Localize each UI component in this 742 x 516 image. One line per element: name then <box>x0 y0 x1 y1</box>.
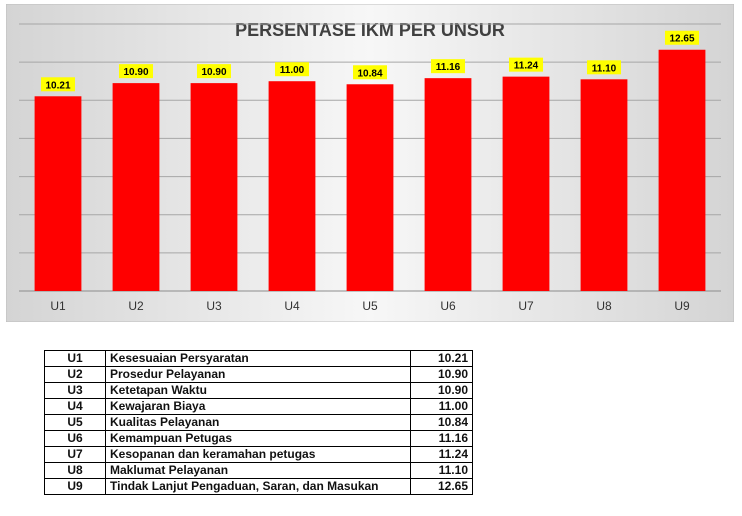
x-tick-u4: U4 <box>284 299 300 313</box>
row-name: Maklumat Pelayanan <box>105 462 411 479</box>
data-label-u5: 10.84 <box>357 68 382 79</box>
table-row: U5 Kualitas Pelayanan 10.84 <box>44 414 473 431</box>
data-label-u4: 11.00 <box>280 65 305 76</box>
row-value: 10.84 <box>410 414 473 431</box>
row-code: U4 <box>44 398 106 415</box>
chart-panel: PERSENTASE IKM PER UNSUR 10.21 10.90 10.90… <box>6 4 734 322</box>
data-label-background <box>119 64 153 79</box>
row-name: Kemampuan Petugas <box>105 430 411 447</box>
data-label-u6: 11.16 <box>436 62 461 73</box>
bar-u4 <box>268 81 316 291</box>
data-label-u7: 11.24 <box>514 61 539 72</box>
bar-u2 <box>112 83 160 291</box>
data-label-u1: 10.21 <box>45 80 70 91</box>
data-label-background <box>509 57 543 72</box>
row-name: Kualitas Pelayanan <box>105 414 411 431</box>
x-tick-u8: U8 <box>596 299 612 313</box>
row-code: U7 <box>44 446 106 463</box>
row-name: Kesopanan dan keramahan petugas <box>105 446 411 463</box>
x-tick-u3: U3 <box>206 299 222 313</box>
table-row: U4 Kewajaran Biaya 11.00 <box>44 398 473 415</box>
row-value: 11.10 <box>410 462 473 479</box>
table-row: U3 Ketetapan Waktu 10.90 <box>44 382 473 399</box>
bar-chart: PERSENTASE IKM PER UNSUR 10.21 10.90 10.90… <box>6 4 734 322</box>
x-tick-u5: U5 <box>362 299 378 313</box>
row-value: 10.90 <box>410 366 473 383</box>
table-row: U2 Prosedur Pelayanan 10.90 <box>44 366 473 383</box>
data-label-background <box>353 65 387 80</box>
row-value: 10.90 <box>410 382 473 399</box>
data-label-u3: 10.90 <box>201 67 226 78</box>
row-value: 12.65 <box>410 478 473 495</box>
x-tick-u6: U6 <box>440 299 456 313</box>
data-label-u2: 10.90 <box>123 67 148 78</box>
bar-u3 <box>190 83 238 291</box>
row-code: U5 <box>44 414 106 431</box>
data-label-background <box>431 59 465 74</box>
unsur-table: U1 Kesesuaian Persyaratan 10.21 U2 Prosedur … <box>44 350 473 495</box>
data-label-background <box>41 77 75 92</box>
table-row: U8 Maklumat Pelayanan 11.10 <box>44 462 473 479</box>
bar-u7 <box>502 76 550 291</box>
row-name: Tindak Lanjut Pengaduan, Saran, dan Masu… <box>105 478 411 495</box>
row-name: Kewajaran Biaya <box>105 398 411 415</box>
row-code: U2 <box>44 366 106 383</box>
bars <box>34 49 706 291</box>
row-value: 11.16 <box>410 430 473 447</box>
row-name: Kesesuaian Persyaratan <box>105 350 411 367</box>
bar-u8 <box>580 79 628 291</box>
row-code: U8 <box>44 462 106 479</box>
table-row: U1 Kesesuaian Persyaratan 10.21 <box>44 350 473 367</box>
data-label-u9: 12.65 <box>669 34 694 45</box>
x-tick-u9: U9 <box>674 299 690 313</box>
row-name: Prosedur Pelayanan <box>105 366 411 383</box>
x-tick-labels: U1 U2 U3 U4 U5 U6 U7 U8 U9 <box>50 299 690 313</box>
table-row: U6 Kemampuan Petugas 11.16 <box>44 430 473 447</box>
row-code: U1 <box>44 350 106 367</box>
row-value: 11.24 <box>410 446 473 463</box>
data-label-u8: 11.10 <box>592 63 617 74</box>
x-tick-u7: U7 <box>518 299 534 313</box>
x-tick-u2: U2 <box>128 299 144 313</box>
table-row: U7 Kesopanan dan keramahan petugas 11.24 <box>44 446 473 463</box>
row-name: Ketetapan Waktu <box>105 382 411 399</box>
row-value: 10.21 <box>410 350 473 367</box>
data-label-background <box>197 64 231 79</box>
table-row: U9 Tindak Lanjut Pengaduan, Saran, dan Ma… <box>44 478 473 495</box>
row-code: U3 <box>44 382 106 399</box>
data-label-background <box>587 60 621 75</box>
row-code: U9 <box>44 478 106 495</box>
x-tick-u1: U1 <box>50 299 66 313</box>
bar-u1 <box>34 96 82 291</box>
row-code: U6 <box>44 430 106 447</box>
bar-u9 <box>658 49 706 291</box>
bar-u5 <box>346 84 394 291</box>
data-labels: 10.21 10.90 10.90 11.00 10.84 11.16 11.24 11.10… <box>41 30 699 92</box>
bar-u6 <box>424 78 472 291</box>
chart-title: PERSENTASE IKM PER UNSUR <box>235 20 505 40</box>
row-value: 11.00 <box>410 398 473 415</box>
data-label-background <box>275 62 309 77</box>
data-label-background <box>665 30 699 45</box>
